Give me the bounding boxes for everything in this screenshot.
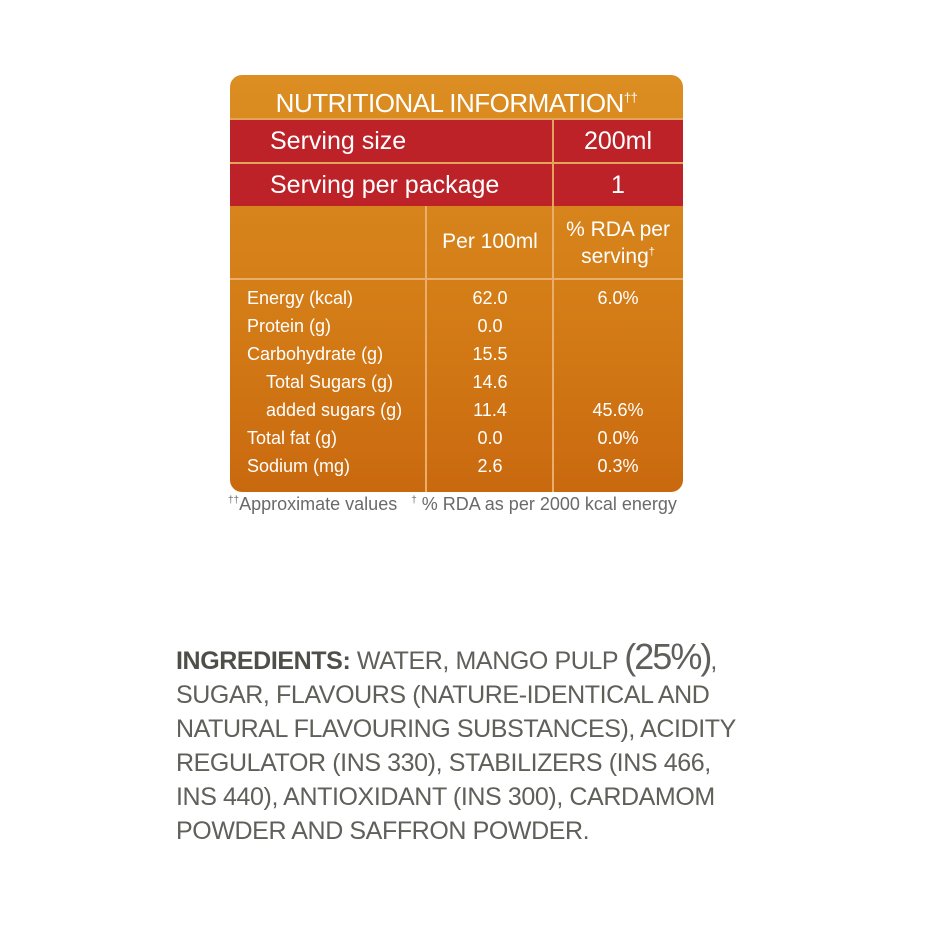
- nutrient-row: Sodium (mg) 2.6 0.3%: [230, 452, 683, 480]
- nutrition-panel: NUTRITIONAL INFORMATION†† Per 100ml % RD…: [230, 75, 683, 492]
- serving-value: 1: [611, 171, 625, 199]
- nutrient-name: Total Sugars (g): [266, 372, 394, 392]
- ingredients-text: WATER, MANGO PULP: [350, 647, 625, 675]
- nutrient-row: Total fat (g) 0.0 0.0%: [230, 424, 683, 452]
- nutrient-row: Total Sugars (g) 14.6: [230, 368, 683, 396]
- per-100ml: 62.0: [472, 288, 508, 308]
- column-divider: [425, 206, 427, 492]
- nutrient-row: Protein (g) 0.0: [230, 312, 683, 340]
- rda: 45.6%: [592, 400, 644, 420]
- rda-header: % RDA per serving: [566, 218, 670, 268]
- footnote: ††Approximate values: [228, 494, 397, 514]
- per-100ml: 2.6: [477, 456, 503, 476]
- ingredients: INGREDIENTS: WATER, MANGO PULP (25%), SU…: [176, 639, 736, 848]
- footnotes: ††Approximate values † % RDA as per 2000 …: [228, 494, 677, 515]
- column-header: Per 100ml: [442, 230, 538, 253]
- footnote-mark: ††: [228, 495, 240, 506]
- serving-label: Serving size: [270, 127, 407, 155]
- nutrient-name: Carbohydrate (g): [247, 344, 384, 364]
- rda: 0.0%: [597, 428, 639, 448]
- nutrient-name: Protein (g): [247, 316, 332, 336]
- per-100ml: 14.6: [472, 372, 508, 392]
- per-100ml: 11.4: [473, 400, 507, 420]
- column-header: % RDA per serving†: [560, 219, 676, 268]
- nutrient-row: Carbohydrate (g) 15.5: [230, 340, 683, 368]
- title-mark: ††: [623, 90, 638, 105]
- per-100ml: 15.5: [472, 344, 508, 364]
- ingredients-label: INGREDIENTS:: [176, 647, 351, 675]
- cell-divider: [552, 164, 554, 206]
- panel-title: NUTRITIONAL INFORMATION††: [230, 75, 683, 118]
- nutrient-name: added sugars (g): [266, 400, 403, 420]
- ingredients-highlight: (25%): [624, 636, 712, 677]
- serving-value: 200ml: [583, 127, 653, 155]
- rda: 6.0%: [597, 288, 639, 308]
- per-100ml: 0.0: [477, 428, 503, 448]
- nutrient-name: Sodium (mg): [247, 456, 351, 476]
- nutrient-name: Energy (kcal): [247, 288, 354, 308]
- cell-divider: [552, 120, 554, 162]
- serving-row: Serving size 200ml: [230, 118, 683, 162]
- rda: 0.3%: [597, 456, 639, 476]
- serving-row: Serving per package 1: [230, 162, 683, 206]
- nutrient-row: Energy (kcal) 62.0 6.0%: [230, 284, 683, 312]
- footnote-text: % RDA as per 2000 kcal energy: [416, 494, 677, 514]
- footnote-text: Approximate values: [239, 494, 398, 514]
- ingredients-text: , SUGAR, FLAVOURS (NATURE-IDENTICAL AND …: [176, 647, 736, 845]
- nutrient-name: Total fat (g): [247, 428, 338, 448]
- nutrient-row: added sugars (g) 11.4 45.6%: [230, 396, 683, 424]
- footnote: † % RDA as per 2000 kcal energy: [411, 494, 677, 514]
- per-100ml: 0.0: [477, 316, 503, 336]
- footnote-mark: †: [411, 495, 417, 506]
- title-text: NUTRITIONAL INFORMATION: [275, 88, 625, 118]
- row-divider: [230, 278, 683, 280]
- column-divider: [552, 206, 554, 492]
- rda-mark: †: [648, 246, 655, 258]
- serving-label: Serving per package: [270, 171, 500, 199]
